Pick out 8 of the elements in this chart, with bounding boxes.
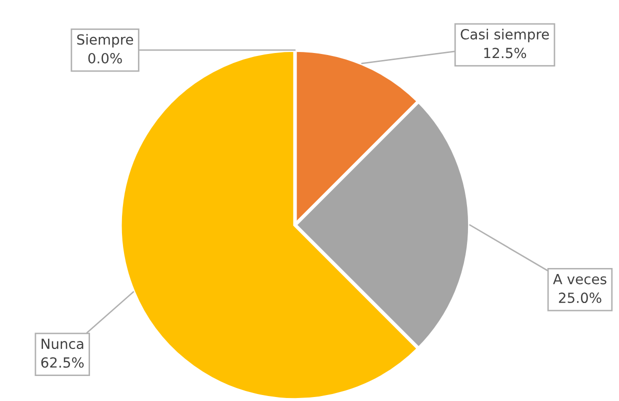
data-label: 62.5% [41, 357, 84, 368]
slice-label: Nunca [42, 338, 84, 350]
slice-label: A veces [553, 274, 606, 284]
slice-label: Casi siempre [460, 28, 549, 42]
category-label: Siempre [77, 34, 134, 48]
text: 0.0% [88, 52, 122, 64]
data-label: 12.5% [484, 48, 526, 58]
data-label: 25.0% [558, 292, 602, 304]
